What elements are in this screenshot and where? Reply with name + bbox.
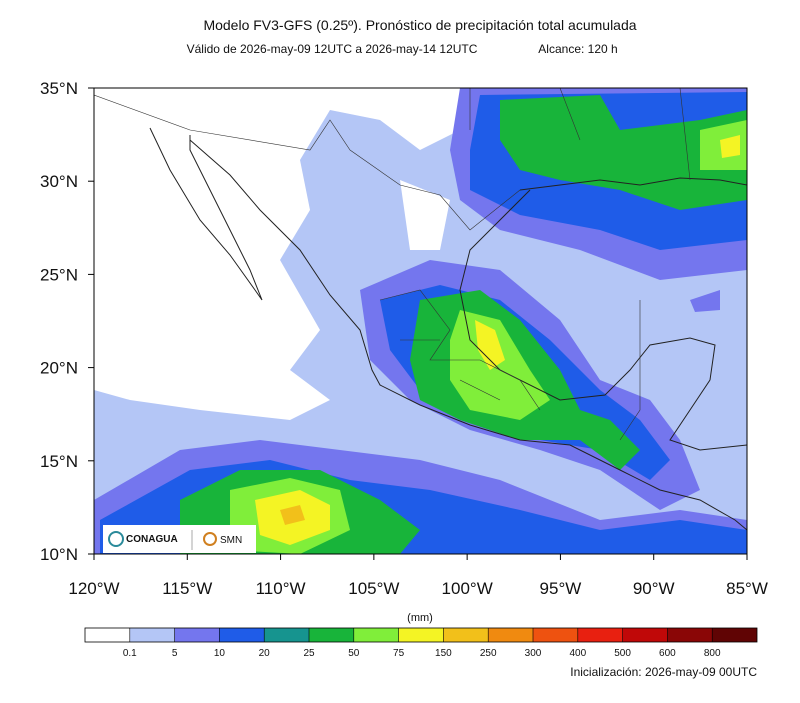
colorbar-swatch: [85, 628, 130, 642]
colorbar-label: 400: [569, 648, 586, 659]
lat-label: 20°N: [40, 359, 78, 378]
colorbar-swatch: [309, 628, 354, 642]
colorbar-label: 0.1: [123, 648, 137, 659]
colorbar-swatch: [488, 628, 533, 642]
lon-label: 100°W: [442, 579, 493, 598]
colorbar-swatch: [264, 628, 309, 642]
lat-label: 10°N: [40, 545, 78, 564]
lon-label: 95°W: [540, 579, 582, 598]
colorbar-swatch: [174, 628, 220, 642]
colorbar-label: 300: [525, 648, 542, 659]
colorbar-swatch: [667, 628, 713, 642]
precipitation-map: [94, 88, 747, 554]
lon-label: 85°W: [726, 579, 768, 598]
lat-label: 35°N: [40, 79, 78, 98]
logo-conagua: CONAGUA: [126, 534, 178, 545]
lon-label: 110°W: [256, 579, 306, 598]
colorbar-label: 50: [348, 648, 360, 659]
colorbar-label: 20: [259, 648, 271, 659]
colorbar-label: 800: [704, 648, 721, 659]
forecast-range: Alcance: 120 h: [538, 42, 617, 56]
colorbar-frame: [84, 627, 758, 643]
colorbar-label: 600: [659, 648, 676, 659]
colorbar-swatch: [353, 628, 399, 642]
colorbar-label: 150: [435, 648, 452, 659]
colorbar-swatch: [443, 628, 489, 642]
lon-label: 90°W: [633, 579, 675, 598]
colorbar-label: 25: [303, 648, 315, 659]
lon-label: 120°W: [68, 579, 119, 598]
lat-label: 25°N: [40, 265, 78, 284]
colorbar-swatch: [622, 628, 668, 642]
logo-box: CONAGUA SMN: [103, 525, 256, 553]
title: Modelo FV3-GFS (0.25º). Pronóstico de pr…: [203, 17, 636, 33]
valid-period: Válido de 2026-may-09 12UTC a 2026-may-1…: [187, 42, 478, 56]
lon-label: 105°W: [348, 579, 399, 598]
colorbar-swatch: [533, 628, 578, 642]
colorbar-swatch: [712, 628, 757, 642]
colorbar-swatch: [129, 628, 175, 642]
lat-label: 30°N: [40, 172, 78, 191]
colorbar-label: 75: [393, 648, 405, 659]
lat-label: 15°N: [40, 452, 78, 471]
colorbar-label: 500: [614, 648, 631, 659]
colorbar-swatch: [219, 628, 265, 642]
colorbar-swatch: [398, 628, 444, 642]
colorbar-label: 250: [480, 648, 497, 659]
colorbar-label: 10: [214, 648, 226, 659]
initialization: Inicialización: 2026-may-09 00UTC: [570, 665, 757, 679]
colorbar-swatch: [577, 628, 623, 642]
lon-label: 115°W: [162, 579, 212, 598]
colorbar-label: 5: [172, 648, 178, 659]
logo-smn: SMN: [220, 535, 242, 546]
colorbar-unit: (mm): [407, 612, 433, 624]
